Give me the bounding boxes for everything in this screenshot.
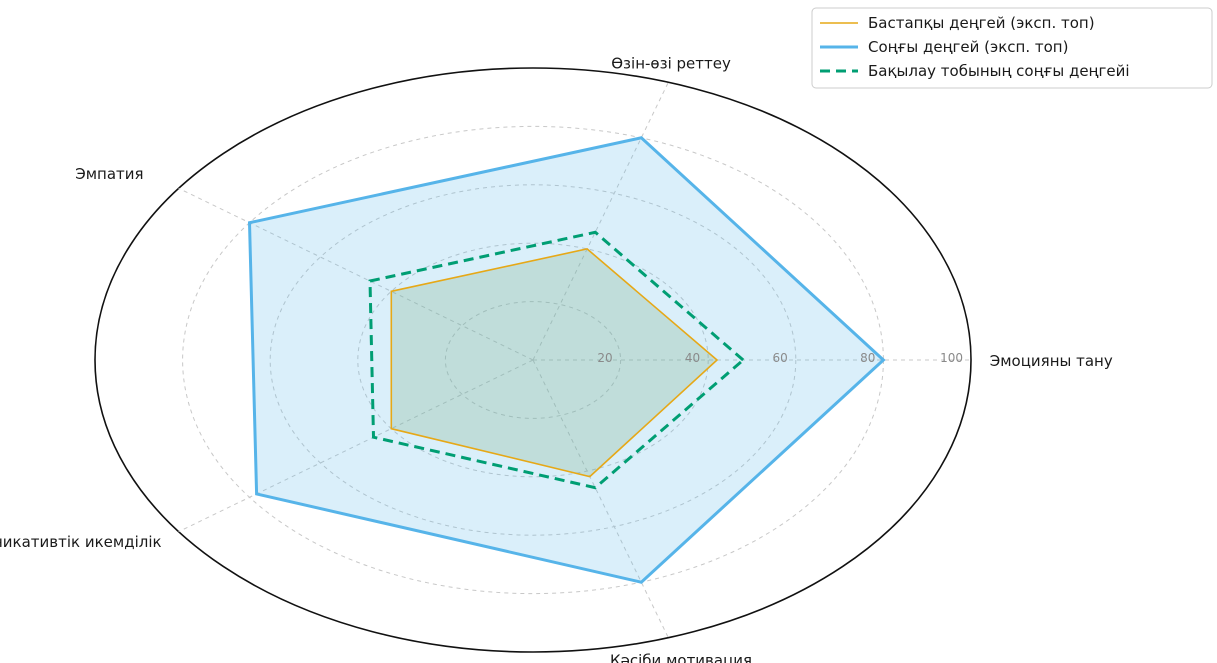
series-1-polygon (247, 136, 886, 584)
spoke-4 (532, 359, 669, 638)
legend-label-0: Бастапқы деңгей (эксп. топ) (868, 14, 1095, 32)
r-tick-label-60: 60 (773, 351, 788, 365)
axis-labels: Эмоцияны тану Өзін-өзі реттеу Эмпатия Комму… (0, 55, 1113, 663)
r-tick-label-80: 80 (860, 351, 875, 365)
legend: Бастапқы деңгей (эксп. топ) Соңғы деңгей … (811, 7, 1213, 89)
axis-label-3: Коммуникативтік икемділік (0, 533, 162, 551)
axis-label-2: Эмпатия (75, 165, 143, 183)
radar-outer-frame (94, 67, 972, 653)
axis-label-0: Эмоцияны тану (990, 352, 1113, 370)
r-tick-label-40: 40 (685, 351, 700, 365)
legend-label-1: Соңғы деңгей (эксп. топ) (868, 38, 1068, 56)
radar-series (247, 136, 886, 584)
legend-label-2: Бақылау тобының соңғы деңгейі (868, 62, 1129, 80)
series-0-polygon (390, 248, 719, 478)
radial-tick-labels: 20 40 60 80 100 (597, 351, 963, 365)
grid-ring-40 (357, 242, 709, 478)
axis-label-1: Өзін-өзі реттеу (611, 55, 731, 73)
spoke-2 (178, 187, 534, 361)
r-tick-label-20: 20 (597, 351, 612, 365)
axis-label-4: Кәсіби мотивация (610, 651, 752, 663)
r-tick-label-100: 100 (940, 351, 963, 365)
legend-box (811, 7, 1213, 89)
spoke-3 (178, 359, 534, 533)
series-2-polygon (368, 230, 746, 490)
spoke-1 (532, 82, 669, 361)
grid-ring-60 (269, 184, 797, 536)
grid-ring-20 (444, 301, 622, 419)
